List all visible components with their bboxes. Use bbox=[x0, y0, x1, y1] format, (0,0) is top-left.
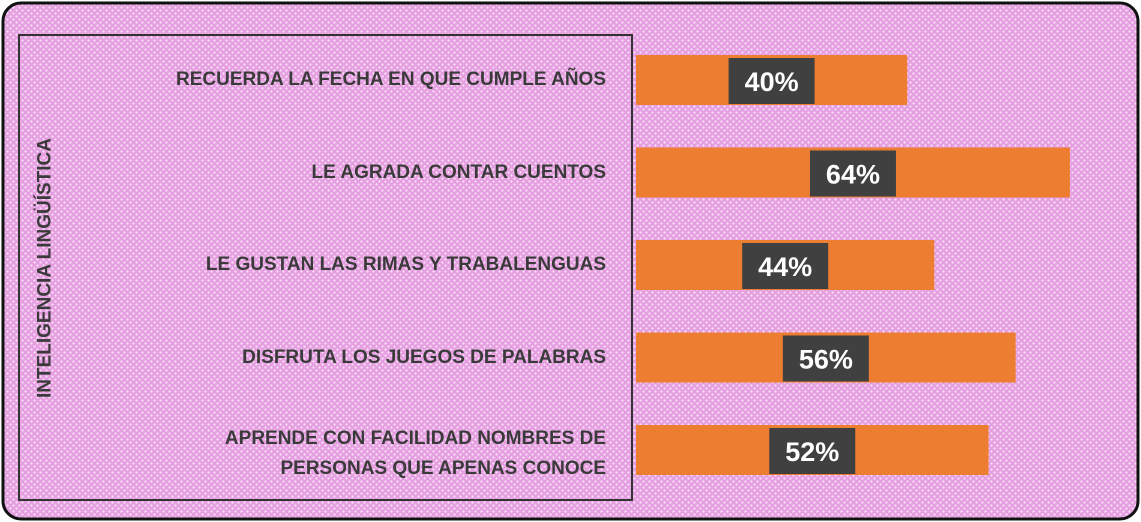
value-label-box bbox=[782, 335, 869, 382]
value-label: 40% bbox=[745, 67, 799, 97]
value-label-box bbox=[769, 428, 856, 474]
category-label: RECUERDA LA FECHA EN QUE CUMPLE AÑOS bbox=[176, 69, 606, 90]
category-label: DISFRUTA LOS JUEGOS DE PALABRAS bbox=[242, 346, 606, 368]
y-axis-label: INTELIGENCIA LINGÜÍSTICA bbox=[34, 138, 56, 398]
value-label: 52% bbox=[785, 437, 839, 467]
value-label-box bbox=[728, 58, 815, 104]
value-label-box bbox=[809, 150, 896, 197]
label-box bbox=[18, 34, 633, 501]
category-label: APRENDE CON FACILIDAD NOMBRES DE PERSONA… bbox=[224, 428, 606, 479]
value-label: 44% bbox=[758, 252, 812, 282]
value-label-box bbox=[742, 243, 829, 289]
value-label: 64% bbox=[826, 160, 880, 190]
category-label: LE GUSTAN LAS RIMAS Y TRABALENGUAS bbox=[205, 254, 606, 275]
value-label: 56% bbox=[799, 345, 853, 375]
category-label: LE AGRADA CONTAR CUENTOS bbox=[311, 161, 607, 183]
